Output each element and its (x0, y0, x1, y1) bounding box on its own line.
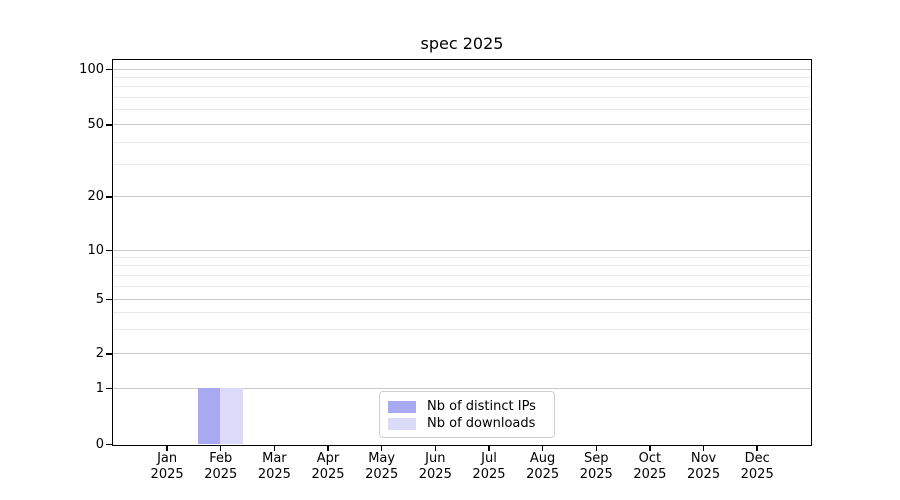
x-tick-label: Jan 2025 (127, 451, 207, 483)
minor-gridline (113, 256, 811, 258)
legend-item: Nb of downloads (388, 416, 545, 431)
x-tick-mark (166, 446, 168, 451)
x-tick-label-line: 2025 (150, 467, 184, 482)
x-tick-label: Sep 2025 (556, 451, 636, 483)
minor-gridline (113, 97, 811, 99)
minor-gridline (113, 141, 811, 143)
minor-gridline (113, 109, 811, 111)
legend-item: Nb of distinct IPs (388, 399, 545, 414)
minor-gridline (113, 328, 811, 330)
x-tick-mark (649, 446, 651, 451)
x-tick-label-line: 2025 (579, 467, 613, 482)
x-tick-label: Oct 2025 (610, 451, 690, 483)
x-tick-label: Jun 2025 (395, 451, 475, 483)
bar-downloads (220, 388, 243, 444)
x-tick-label-line: Mar (262, 451, 287, 466)
x-tick-label-line: 2025 (526, 467, 560, 482)
x-tick-label-line: Jul (481, 451, 497, 466)
major-gridline (113, 298, 811, 300)
chart-title: spec 2025 (420, 34, 504, 53)
legend-label: Nb of distinct IPs (427, 399, 536, 414)
bar-distinct-ips (197, 388, 221, 444)
x-tick-label: Jul 2025 (449, 451, 529, 483)
legend: Nb of distinct IPs Nb of downloads (379, 391, 555, 438)
x-tick-label: Dec 2025 (717, 451, 797, 483)
major-gridline (113, 387, 811, 389)
x-tick-label: Feb 2025 (181, 451, 261, 483)
y-tick-mark (106, 443, 112, 446)
minor-gridline (113, 76, 811, 78)
major-gridline (113, 249, 811, 251)
x-tick-label-line: 2025 (311, 467, 345, 482)
legend-swatch (388, 400, 416, 413)
x-tick-label-line: Nov (690, 451, 717, 466)
legend-label: Nb of downloads (427, 416, 536, 431)
x-tick-label: May 2025 (342, 451, 422, 483)
y-tick-mark (106, 249, 112, 252)
y-tick-label: 2 (95, 346, 104, 361)
y-tick-label: 0 (95, 436, 104, 452)
y-tick-mark (106, 196, 112, 198)
y-tick-mark (106, 124, 112, 126)
y-tick-label: 5 (95, 291, 104, 307)
y-tick-label: 1 (95, 380, 104, 396)
minor-gridline (113, 274, 811, 276)
y-tick-label: 10 (87, 242, 104, 258)
x-tick-label-line: Feb (209, 451, 233, 466)
x-tick-mark (219, 446, 222, 451)
minor-gridline (113, 311, 811, 313)
legend-swatch (388, 417, 416, 430)
x-tick-label-line: 2025 (633, 467, 667, 482)
x-tick-mark (541, 446, 544, 451)
y-tick-label: 20 (87, 189, 104, 204)
x-tick-mark (327, 446, 329, 451)
x-tick-label-line: 2025 (687, 467, 721, 482)
x-tick-label-line: 2025 (740, 467, 774, 482)
major-gridline (113, 196, 811, 197)
x-tick-mark (595, 446, 597, 451)
x-tick-label-line: Sep (583, 451, 609, 466)
x-tick-label-line: 2025 (365, 467, 399, 482)
minor-gridline (113, 285, 811, 287)
y-tick-mark (106, 387, 112, 390)
x-tick-label: Aug 2025 (503, 451, 583, 483)
x-tick-mark (488, 446, 490, 451)
x-tick-label-line: Jun (425, 451, 446, 466)
x-tick-label-line: Oct (638, 451, 662, 466)
minor-gridline (113, 86, 811, 88)
y-tick-mark (106, 68, 112, 71)
y-tick-mark (106, 298, 112, 301)
x-tick-label-line: 2025 (472, 467, 506, 482)
major-gridline (113, 68, 811, 70)
plot-area: Nb of distinct IPs Nb of downloads (112, 59, 812, 446)
x-tick-label-line: May (368, 451, 396, 466)
major-gridline (113, 124, 811, 125)
minor-gridline (113, 164, 811, 166)
minor-gridline (113, 265, 811, 267)
x-tick-label: Mar 2025 (234, 451, 314, 483)
x-tick-mark (756, 446, 758, 451)
x-tick-label-line: Apr (316, 451, 340, 466)
x-tick-label: Apr 2025 (288, 451, 368, 483)
x-tick-label: Nov 2025 (664, 451, 744, 483)
x-tick-label-line: 2025 (418, 467, 452, 482)
major-gridline (113, 353, 811, 354)
x-tick-mark (702, 446, 705, 451)
x-tick-label-line: Aug (529, 451, 556, 466)
x-tick-label-line: Jan (157, 451, 178, 466)
x-tick-mark (273, 446, 276, 451)
x-tick-mark (434, 446, 437, 451)
y-tick-label: 100 (79, 61, 104, 77)
y-tick-mark (106, 353, 112, 355)
x-tick-label-line: 2025 (257, 467, 291, 482)
x-tick-mark (380, 446, 383, 451)
y-tick-label: 50 (87, 117, 104, 132)
x-tick-label-line: Dec (744, 451, 770, 466)
x-tick-label-line: 2025 (204, 467, 238, 482)
